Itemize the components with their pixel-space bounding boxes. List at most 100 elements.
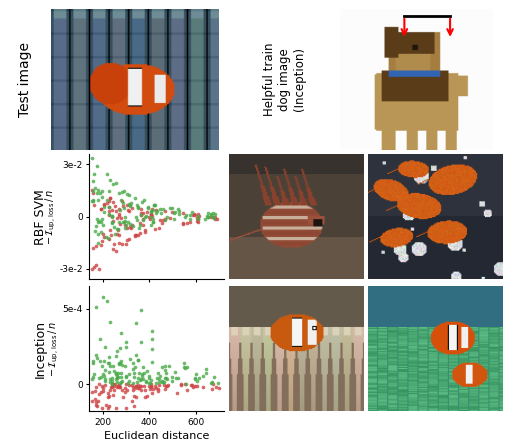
Point [172,374,180,381]
Point [166,214,174,221]
Point [92,162,101,169]
Point [104,405,112,412]
Point [145,382,153,389]
Point [106,177,114,184]
Point [118,378,126,385]
Point [186,218,194,225]
Point [195,213,203,220]
Point [100,233,108,240]
Point [175,207,183,214]
Point [109,245,117,252]
Point [130,374,138,381]
Point [149,207,157,214]
Point [149,385,157,392]
Point [128,397,136,404]
Point [88,397,96,404]
Point [137,212,145,219]
Point [115,211,123,218]
Point [201,215,209,222]
Point [187,381,196,388]
Point [170,209,178,216]
Point [128,205,136,212]
Point [137,383,145,390]
Point [122,344,130,351]
Point [114,219,122,226]
Point [115,384,123,391]
Point [147,221,155,228]
Point [190,374,199,381]
Point [90,202,99,209]
Point [116,359,124,367]
Point [108,207,116,214]
Point [121,224,129,231]
Point [98,382,106,389]
Point [136,376,144,383]
Point [177,382,185,389]
Point [111,230,119,237]
Point [161,363,169,370]
Point [178,220,186,227]
Point [151,202,159,209]
Point [119,199,128,206]
Point [194,212,202,219]
Point [116,380,124,387]
Point [108,374,116,381]
Point [134,374,142,381]
Point [103,297,111,304]
Point [138,339,146,346]
Point [150,202,158,209]
Point [137,376,145,383]
Point [170,216,178,223]
Point [155,379,163,386]
Point [105,368,113,375]
Point [154,387,162,394]
Point [152,384,161,391]
Point [100,357,108,364]
Point [134,357,142,364]
Point [103,197,111,204]
Point [130,402,138,409]
Point [115,381,123,389]
Point [166,204,174,211]
Point [135,224,143,231]
Point [121,213,129,220]
Point [188,383,197,390]
Point [98,362,106,369]
Point [174,374,182,381]
Point [96,336,104,343]
Point [92,351,100,358]
Point [194,215,202,222]
Point [188,209,196,216]
Point [91,242,100,249]
Point [161,374,169,381]
Point [125,377,133,384]
Point [116,345,124,352]
Point [132,213,140,220]
Point [134,231,142,238]
Point [100,201,108,208]
Point [111,202,119,209]
Point [90,387,99,394]
Point [108,383,116,390]
Point [105,211,113,218]
Point [118,198,126,205]
Point [143,209,151,216]
Point [148,390,156,397]
Point [90,264,98,271]
Point [90,171,99,178]
Point [148,358,156,365]
Point [208,378,216,385]
Point [100,372,108,379]
Point [100,201,108,208]
Point [124,201,133,208]
Point [175,210,183,217]
Point [193,217,201,224]
Point [118,240,126,247]
Point [96,190,104,197]
Point [99,384,107,391]
Point [120,219,129,226]
Point [106,378,114,385]
Point [109,180,117,187]
Point [190,211,198,218]
Point [128,221,136,228]
